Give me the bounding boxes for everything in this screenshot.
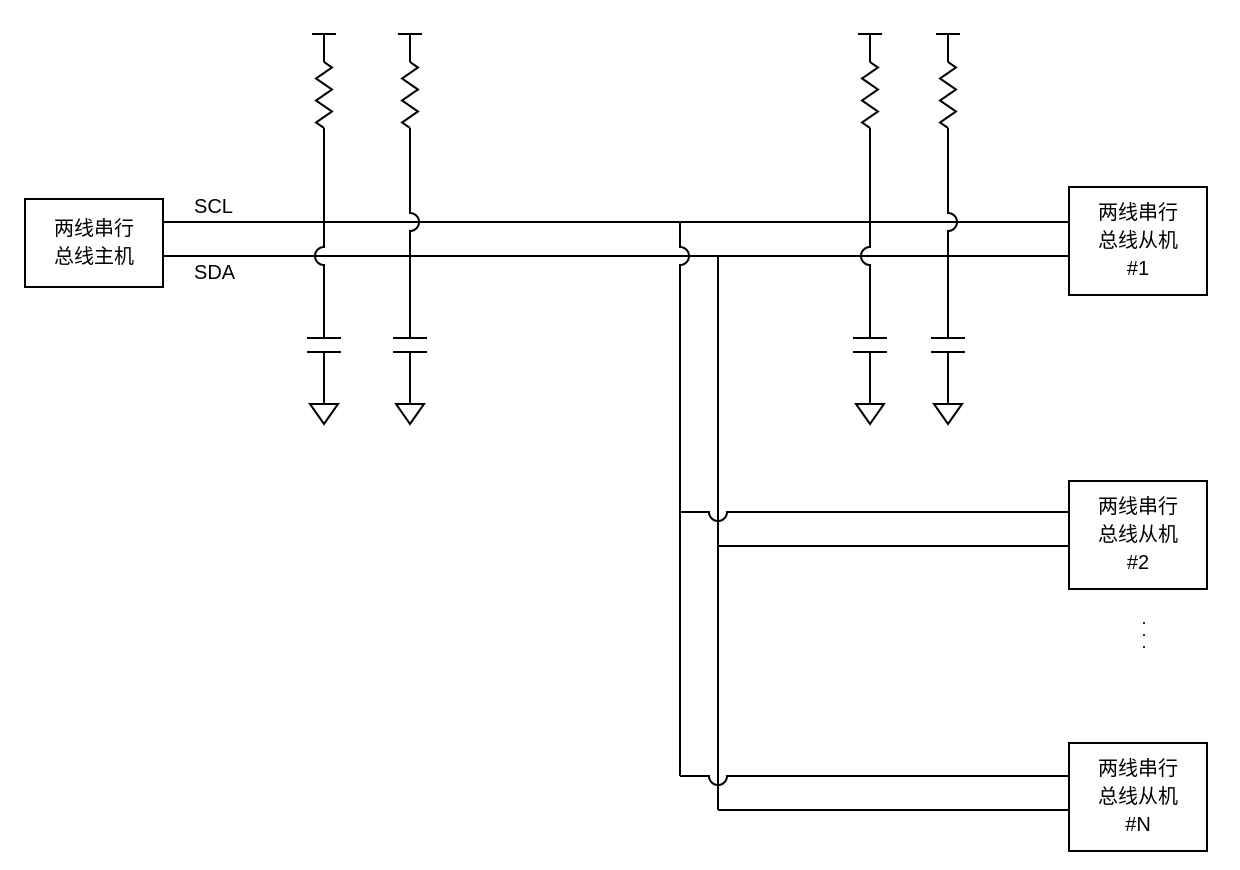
slave2-box: 两线串行总线从机#2 [1068,480,1208,590]
slave1-box: 两线串行总线从机#1 [1068,186,1208,296]
box-line: 两线串行 [1098,755,1178,783]
scl-label: SCL [194,196,233,219]
box-line: #1 [1127,255,1149,283]
ellipsis-dots: ··· [1134,620,1155,656]
box-line: 两线串行 [54,215,134,243]
box-line: 两线串行 [1098,493,1178,521]
slaveN-box: 两线串行总线从机#N [1068,742,1208,852]
box-line: 总线从机 [1098,783,1178,811]
box-line: #2 [1127,549,1149,577]
sda-label: SDA [194,262,235,285]
box-line: 总线从机 [1098,521,1178,549]
box-line: 总线主机 [54,243,134,271]
master-box: 两线串行总线主机 [24,198,164,288]
box-line: #N [1125,811,1151,839]
box-line: 两线串行 [1098,199,1178,227]
box-line: 总线从机 [1098,227,1178,255]
